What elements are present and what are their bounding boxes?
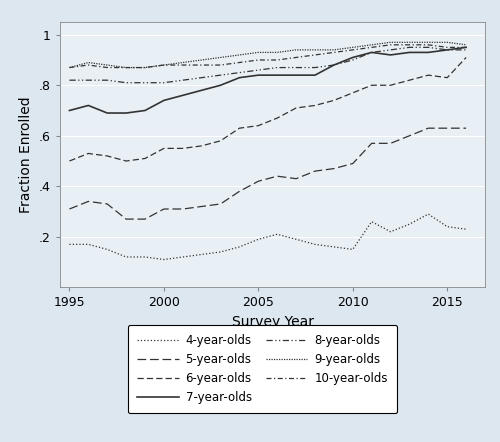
Y-axis label: Fraction Enrolled: Fraction Enrolled	[20, 96, 34, 213]
X-axis label: Survey Year: Survey Year	[232, 315, 314, 329]
Legend: 4-year-olds, 5-year-olds, 6-year-olds, 7-year-olds, 8-year-olds, 9-year-olds, 10: 4-year-olds, 5-year-olds, 6-year-olds, 7…	[128, 325, 397, 413]
